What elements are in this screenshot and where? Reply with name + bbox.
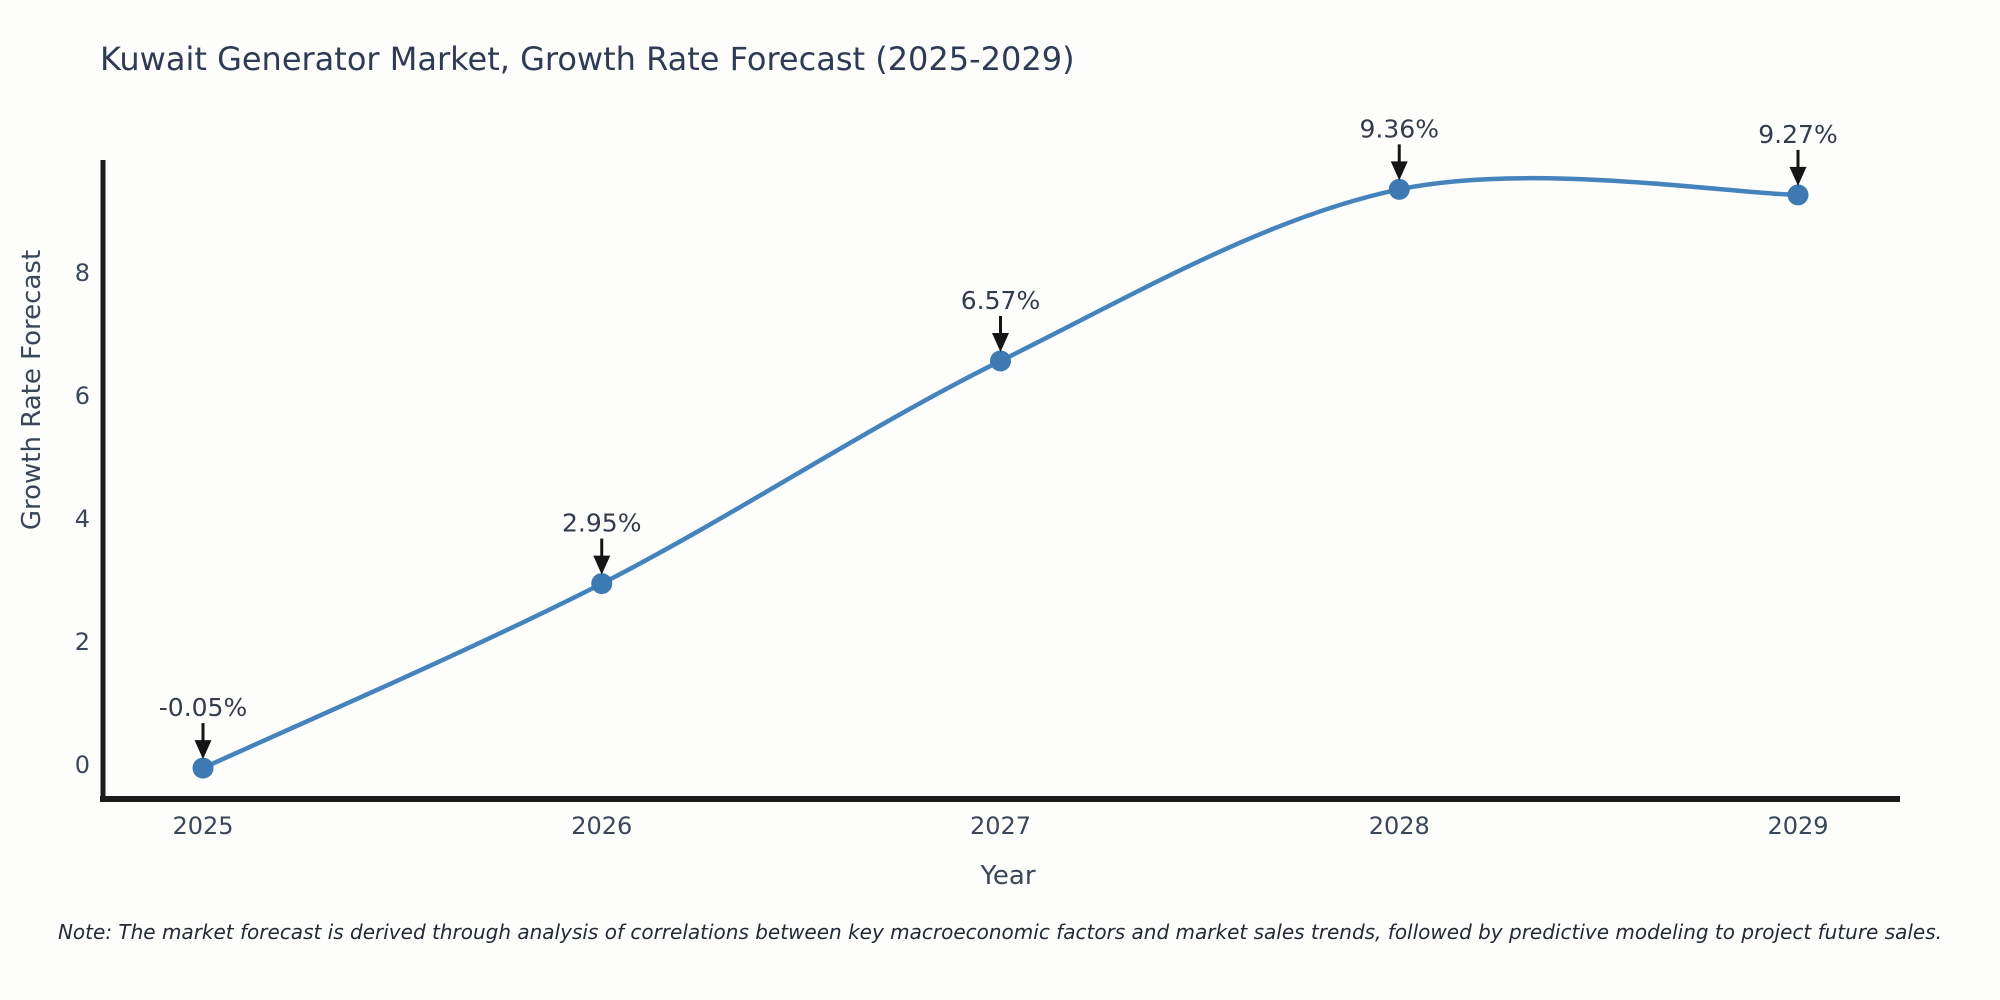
annotation-arrow-head	[1390, 161, 1408, 181]
x-tick-label: 2026	[571, 812, 632, 840]
x-tick-label: 2027	[970, 812, 1031, 840]
data-point-label: 9.36%	[1360, 114, 1439, 143]
data-point-marker	[591, 573, 613, 595]
annotation-arrow-head	[593, 555, 611, 575]
data-point-label: -0.05%	[159, 693, 247, 722]
data-point-marker	[1787, 184, 1809, 206]
forecast-line	[200, 175, 1801, 771]
y-tick-label: 0	[75, 751, 90, 779]
x-axis-title: Year	[980, 861, 1036, 891]
data-point-label: 9.27%	[1758, 120, 1837, 149]
x-tick-label: 2028	[1369, 812, 1430, 840]
footnote: Note: The market forecast is derived thr…	[57, 920, 1943, 944]
x-tick-label: 2029	[1767, 812, 1828, 840]
annotation-arrow-head	[992, 332, 1009, 352]
y-tick-label: 6	[75, 382, 90, 410]
annotation-arrow-head	[194, 740, 212, 760]
data-point-label: 6.57%	[961, 286, 1040, 315]
y-tick-label: 8	[75, 259, 90, 287]
x-tick-label: 2025	[172, 812, 233, 840]
data-point-label: 2.95%	[562, 509, 641, 538]
y-tick-label: 2	[75, 628, 90, 656]
chart-title: Kuwait Generator Market, Growth Rate For…	[100, 40, 1075, 78]
annotation-arrow-head	[1789, 166, 1807, 186]
data-point-marker	[1388, 178, 1410, 200]
y-tick-label: 4	[75, 505, 90, 533]
data-point-marker	[990, 350, 1011, 372]
data-point-marker	[192, 757, 214, 779]
